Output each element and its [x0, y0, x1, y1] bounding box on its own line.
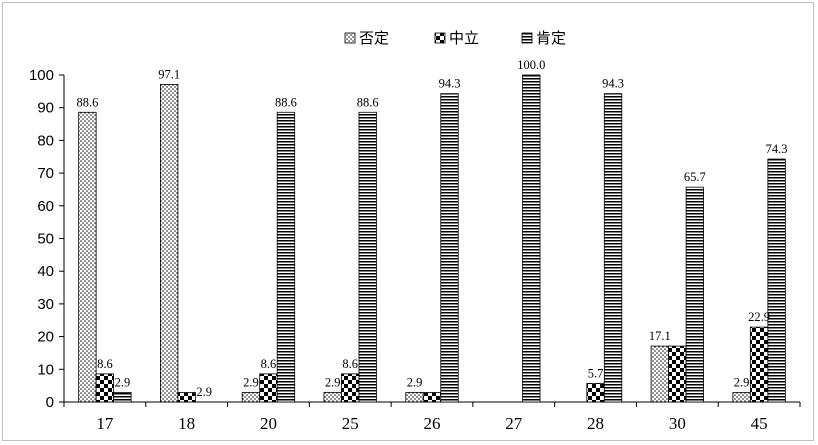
data-label: 88.6: [76, 95, 98, 109]
x-tick-label: 20: [260, 414, 277, 433]
data-label: 97.1: [158, 67, 180, 81]
legend-label: 否定: [359, 29, 389, 47]
bar-checker: [586, 382, 605, 403]
y-tick-label: 90: [37, 100, 54, 117]
bar-checker: [259, 373, 278, 403]
x-tick-label: 28: [587, 414, 604, 433]
legend-label: 中立: [449, 29, 479, 47]
data-label: 100.0: [517, 58, 545, 72]
data-label: 74.3: [766, 142, 788, 156]
y-tick-label: 30: [37, 296, 54, 313]
y-tick-label: 0: [46, 394, 54, 411]
data-label: 2.9: [115, 376, 131, 390]
x-tick-label: 27: [505, 414, 523, 433]
y-tick-label: 100: [29, 67, 54, 84]
data-label: 2.9: [243, 376, 259, 390]
bar-hstripes: [276, 111, 296, 403]
data-label: 2.9: [734, 376, 750, 390]
y-tick-label: 20: [37, 329, 54, 346]
x-tick-label: 25: [342, 414, 359, 433]
y-tick-label: 50: [37, 231, 54, 248]
y-tick-label: 80: [37, 132, 54, 149]
data-label: 88.6: [357, 95, 379, 109]
data-label: 8.6: [342, 357, 358, 371]
bar-hstripes: [685, 186, 704, 403]
y-tick-label: 70: [37, 165, 54, 182]
data-label: 94.3: [602, 77, 624, 91]
legend-item: 肯定: [521, 29, 566, 47]
bar-dots: [323, 392, 342, 403]
bar-checker: [177, 392, 196, 403]
data-label: 17.1: [649, 329, 671, 343]
bar-hstripes: [113, 392, 132, 403]
data-label: 2.9: [407, 376, 423, 390]
y-tick-label: 40: [37, 263, 54, 280]
data-label: 2.9: [196, 385, 212, 399]
legend-label: 肯定: [536, 29, 566, 47]
x-tick-label: 17: [96, 414, 114, 433]
x-tick-label: 26: [424, 414, 441, 433]
bar-checker: [341, 373, 360, 403]
x-tick-label: 30: [669, 414, 686, 433]
data-label: 65.7: [684, 170, 706, 184]
bar-hstripes: [603, 93, 623, 403]
bar-checker: [668, 345, 687, 403]
data-label: 22.9: [748, 310, 770, 324]
bar-hstripes: [767, 158, 786, 403]
bar-dots: [405, 392, 424, 403]
data-label: 8.6: [261, 357, 277, 371]
bar-hstripes: [358, 111, 377, 403]
data-label: 5.7: [588, 366, 604, 380]
bar-dots: [78, 111, 97, 403]
bar-hstripes: [522, 74, 541, 403]
bar-checker: [422, 392, 442, 403]
bar-dots: [732, 392, 751, 403]
y-tick-label: 60: [37, 198, 54, 215]
legend-swatch: [344, 32, 356, 44]
data-label: 88.6: [275, 95, 297, 109]
bar-checker: [749, 326, 769, 403]
x-tick-label: 45: [751, 414, 768, 433]
legend-item: 否定: [344, 29, 389, 47]
bar-checker: [95, 373, 115, 403]
legend-swatch: [434, 32, 446, 44]
data-label: 94.3: [439, 77, 461, 91]
bar-dots: [241, 392, 261, 403]
y-tick-label: 10: [37, 361, 54, 378]
legend-item: 中立: [434, 29, 479, 47]
data-label: 2.9: [325, 376, 341, 390]
bar-dots: [650, 345, 669, 403]
legend-swatch: [521, 32, 533, 44]
x-tick-label: 18: [178, 414, 195, 433]
bar-hstripes: [440, 93, 459, 403]
bar-dots: [160, 84, 179, 403]
data-label: 8.6: [97, 357, 113, 371]
